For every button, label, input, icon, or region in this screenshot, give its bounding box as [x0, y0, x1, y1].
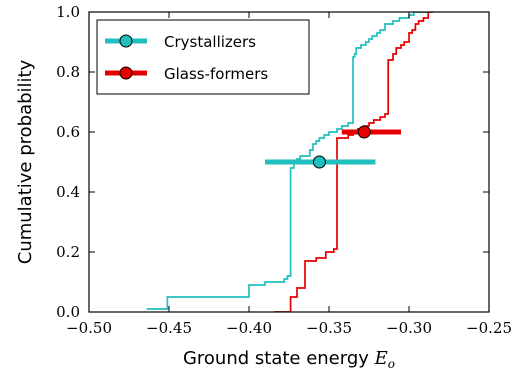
mean-marker-crystallizers	[312, 155, 326, 169]
y-tick-label: 0.6	[56, 123, 80, 141]
legend-box	[96, 19, 310, 95]
x-tick-label: −0.25	[466, 319, 512, 337]
legend: Crystallizers Glass-formers	[96, 19, 310, 95]
ticks-layer: −0.50 −0.45 −0.40 −0.35 −0.30 −0.25 0.0 0.2 0.4 0…	[56, 3, 512, 337]
series-layer	[146, 12, 433, 312]
y-tick-label: 0.8	[56, 63, 80, 81]
series-line-glass-formers	[274, 12, 433, 312]
mean-marker-glass-formers	[357, 125, 371, 139]
y-tick-label: 1.0	[56, 3, 80, 21]
series-line-crystallizers	[146, 12, 429, 310]
x-tick-label: −0.40	[226, 319, 272, 337]
x-tick-label: −0.30	[386, 319, 432, 337]
x-axis-label-text: Ground state energy	[183, 348, 369, 369]
x-axis-label-symbol: E	[374, 348, 388, 369]
y-tick-label: 0.2	[56, 243, 80, 261]
x-axis-label-subscript: o	[388, 357, 395, 371]
legend-label-crystallizers: Crystallizers	[164, 33, 256, 51]
x-tick-label: −0.45	[146, 319, 192, 337]
errorbar-layer	[265, 125, 401, 169]
legend-label-glass-formers: Glass-formers	[164, 65, 268, 83]
y-tick-label: 0.4	[56, 183, 80, 201]
x-axis-label: Ground state energy Eo	[183, 348, 395, 371]
legend-marker-crystallizers	[119, 34, 133, 48]
y-axis-label: Cumulative probability	[15, 59, 36, 264]
legend-marker-glass-formers	[119, 66, 133, 80]
plot-frame	[88, 11, 490, 313]
x-tick-label: −0.50	[66, 319, 112, 337]
x-tick-label: −0.35	[306, 319, 352, 337]
y-tick-label: 0.0	[56, 303, 80, 321]
